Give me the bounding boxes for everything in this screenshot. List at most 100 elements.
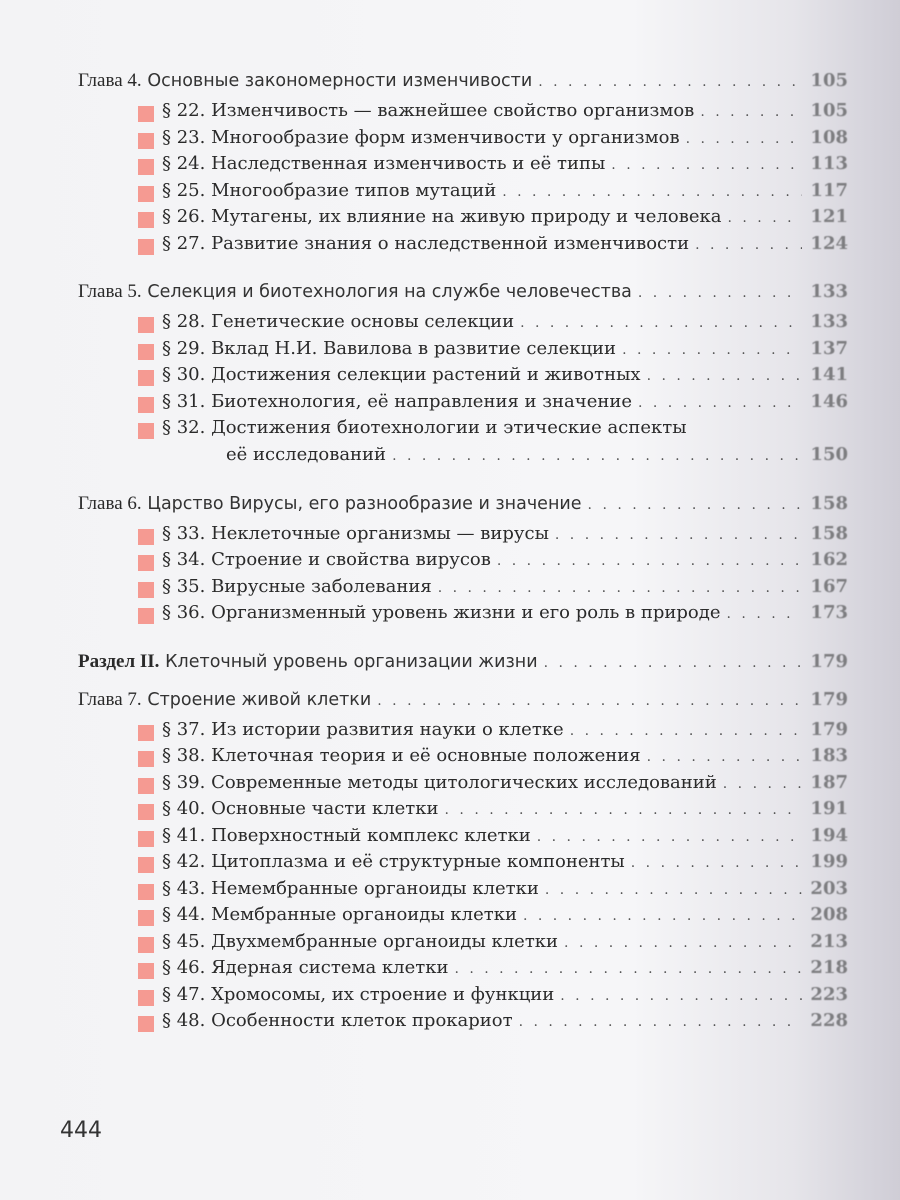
bullet-square-icon bbox=[138, 883, 154, 900]
page-ref: 158 bbox=[810, 522, 848, 544]
toc-item: § 47. Хромосомы, их строение и функции 22… bbox=[78, 984, 848, 1011]
dot-leader bbox=[392, 448, 802, 464]
item-text: § 28. Генетические основы селекции bbox=[162, 311, 515, 332]
page-ref: 124 bbox=[810, 232, 848, 254]
toc-item: § 40. Основные части клетки 191 bbox=[78, 798, 848, 825]
page-ref: 183 bbox=[810, 745, 848, 766]
item-text: § 47. Хромосомы, их строение и функции bbox=[162, 983, 555, 1005]
dot-leader bbox=[537, 829, 802, 845]
dot-leader bbox=[555, 527, 802, 543]
dot-leader bbox=[723, 776, 802, 792]
bullet-square-icon bbox=[138, 608, 154, 624]
item-text: § 40. Основные части клетки bbox=[162, 798, 439, 819]
heading-label: Глава 4. bbox=[78, 70, 142, 91]
page-ref: 108 bbox=[810, 126, 848, 148]
dot-leader bbox=[570, 723, 802, 739]
page-ref: 105 bbox=[810, 70, 848, 91]
page-ref: 105 bbox=[810, 100, 848, 121]
toc-item: § 24. Наследственная изменчивость и её т… bbox=[78, 153, 848, 180]
heading-label: Глава 5. bbox=[78, 281, 142, 302]
bullet-square-icon bbox=[138, 555, 154, 571]
page-ref: 203 bbox=[810, 877, 848, 899]
page-ref: 208 bbox=[810, 904, 848, 925]
toc-item: § 48. Особенности клеток прокариот 228 bbox=[78, 1010, 848, 1037]
page-ref: 162 bbox=[810, 549, 848, 570]
dot-leader bbox=[700, 104, 802, 120]
item-text: § 45. Двухмембранные органоиды клетки bbox=[162, 930, 559, 952]
toc-item: § 27. Развитие знания о наследственной и… bbox=[78, 233, 848, 260]
bullet-square-icon bbox=[138, 936, 154, 953]
dot-leader bbox=[631, 855, 802, 871]
item-text: её исследований bbox=[226, 443, 387, 465]
heading-label: Глава 7. bbox=[78, 688, 142, 710]
item-text: § 26. Мутагены, их влияние на живую прир… bbox=[162, 206, 722, 227]
bullet-square-icon bbox=[138, 989, 154, 1006]
item-text: § 27. Развитие знания о наследственной и… bbox=[162, 232, 690, 254]
toc-item: § 31. Биотехнология, её направления и зн… bbox=[78, 391, 848, 418]
bullet-square-icon bbox=[138, 910, 154, 926]
dot-leader bbox=[438, 580, 802, 596]
toc-item: § 42. Цитоплазма и её структурные компон… bbox=[78, 851, 848, 878]
page-ref: 199 bbox=[810, 851, 848, 872]
page-ref: 213 bbox=[810, 930, 848, 952]
item-text: § 43. Немембранные органоиды клетки bbox=[162, 877, 539, 899]
dot-leader bbox=[686, 131, 802, 147]
toc-item: § 39. Современные методы цитологических … bbox=[78, 772, 848, 799]
heading-label: Раздел II. bbox=[78, 650, 160, 672]
toc-item: § 38. Клеточная теория и её основные пол… bbox=[78, 745, 848, 772]
bullet-square-icon bbox=[138, 751, 154, 767]
page-ref: 158 bbox=[810, 492, 848, 514]
heading-text: Глава 5. Селекция и биотехнология на слу… bbox=[78, 281, 632, 303]
page-ref: 179 bbox=[810, 718, 848, 740]
heading-text: Раздел II. Клеточный уровень организации… bbox=[78, 651, 538, 673]
heading-title: Клеточный уровень организации жизни bbox=[165, 651, 538, 672]
item-text: § 30. Достижения селекции растений и жив… bbox=[162, 364, 641, 385]
bullet-square-icon bbox=[138, 159, 154, 175]
dot-leader bbox=[695, 237, 802, 253]
item-text: § 22. Изменчивость — важнейшее свойство … bbox=[162, 100, 695, 121]
item-text: § 48. Особенности клеток прокариот bbox=[162, 1010, 513, 1031]
toc-item: § 22. Изменчивость — важнейшее свойство … bbox=[78, 100, 848, 127]
bullet-square-icon bbox=[138, 804, 154, 820]
bullet-square-icon bbox=[138, 581, 154, 598]
heading-title: Царство Вирусы, его разнообразие и значе… bbox=[147, 493, 582, 514]
dot-leader bbox=[647, 749, 802, 765]
toc-item: § 43. Немембранные органоиды клетки 203 bbox=[78, 878, 848, 905]
heading-text: Глава 7. Строение живой клетки bbox=[78, 689, 371, 711]
bullet-square-icon bbox=[138, 106, 154, 122]
bullet-square-icon bbox=[138, 185, 154, 202]
dot-leader bbox=[545, 882, 802, 898]
dot-leader bbox=[454, 961, 802, 977]
toc-item: § 25. Многообразие типов мутаций 117 bbox=[78, 180, 848, 207]
item-text: § 25. Многообразие типов мутаций bbox=[162, 179, 497, 201]
page-ref: 133 bbox=[810, 311, 848, 332]
toc-item: § 33. Неклеточные организмы — вирусы 158 bbox=[78, 523, 848, 550]
page-ref: 137 bbox=[810, 337, 848, 359]
item-text: § 46. Ядерная система клетки bbox=[162, 957, 449, 978]
bullet-square-icon bbox=[138, 777, 154, 794]
bullet-square-icon bbox=[138, 830, 154, 847]
page-ref: 141 bbox=[810, 364, 848, 385]
page-ref: 191 bbox=[810, 798, 848, 819]
item-text: § 42. Цитоплазма и её структурные компон… bbox=[162, 851, 625, 872]
dot-leader bbox=[611, 157, 802, 173]
item-text: § 35. Вирусные заболевания bbox=[162, 575, 432, 597]
item-text: § 23. Многообразие форм изменчивости у о… bbox=[162, 126, 680, 148]
dot-leader bbox=[544, 655, 802, 671]
page-ref: 121 bbox=[810, 206, 848, 227]
dot-leader bbox=[728, 210, 803, 226]
page-ref: 228 bbox=[810, 1010, 848, 1031]
item-text: § 24. Наследственная изменчивость и её т… bbox=[162, 153, 606, 174]
page-ref: 113 bbox=[810, 153, 848, 174]
item-text: § 31. Биотехнология, её направления и зн… bbox=[162, 390, 632, 412]
toc-heading: Глава 4. Основные закономерности изменчи… bbox=[78, 70, 848, 100]
item-text: § 33. Неклеточные организмы — вирусы bbox=[162, 522, 549, 544]
dot-leader bbox=[538, 74, 802, 90]
dot-leader bbox=[519, 1014, 802, 1030]
bullet-square-icon bbox=[138, 396, 154, 413]
item-text: § 41. Поверхностный комплекс клетки bbox=[162, 824, 531, 846]
toc-item-continuation: её исследований 150 bbox=[78, 444, 848, 471]
item-text: § 29. Вклад Н.И. Вавилова в развитие сел… bbox=[162, 337, 617, 359]
toc-item: § 45. Двухмембранные органоиды клетки 213 bbox=[78, 931, 848, 958]
dot-leader bbox=[377, 693, 802, 709]
